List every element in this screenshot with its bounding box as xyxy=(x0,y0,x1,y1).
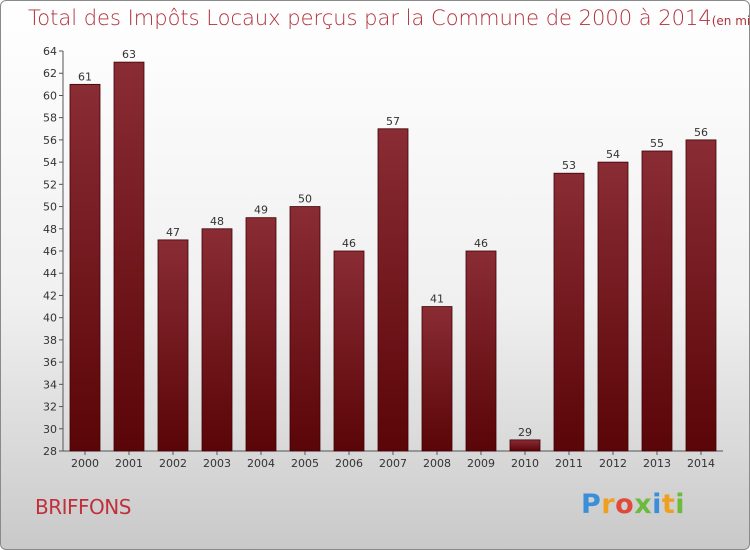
x-tick-label: 2013 xyxy=(643,457,671,470)
bar-2012 xyxy=(597,161,629,452)
logo-letter: t xyxy=(661,489,676,520)
data-label: 63 xyxy=(122,48,136,61)
x-tick-label: 2001 xyxy=(115,457,143,470)
bar-2008 xyxy=(421,306,453,452)
chart-title: Total des Impôts Locaux perçus par la Co… xyxy=(28,6,750,30)
data-label: 50 xyxy=(298,193,312,206)
data-label: 46 xyxy=(342,237,356,250)
logo-letter: r xyxy=(601,489,616,520)
bar-2000 xyxy=(69,83,101,452)
x-tick-label: 2012 xyxy=(599,457,627,470)
y-tick-label: 34 xyxy=(43,378,57,391)
y-tick-label: 64 xyxy=(43,45,57,58)
data-label: 57 xyxy=(386,115,400,128)
y-tick-label: 28 xyxy=(43,445,57,458)
bar-2011 xyxy=(553,172,585,452)
y-tick-label: 54 xyxy=(43,156,57,169)
bar-2004 xyxy=(245,217,277,452)
y-tick-label: 56 xyxy=(43,134,57,147)
x-tick-label: 2003 xyxy=(203,457,231,470)
x-tick-label: 2000 xyxy=(71,457,99,470)
y-tick-label: 60 xyxy=(43,89,57,102)
bar-2006 xyxy=(333,250,365,452)
data-label: 46 xyxy=(474,237,488,250)
y-tick-label: 46 xyxy=(43,245,57,258)
bar-2002 xyxy=(157,239,189,452)
bar-2007 xyxy=(377,128,409,452)
x-tick-label: 2006 xyxy=(335,457,363,470)
data-label: 29 xyxy=(518,426,532,439)
y-tick-label: 42 xyxy=(43,289,57,302)
bar-2005 xyxy=(289,206,321,452)
logo-letter: i xyxy=(675,489,686,520)
data-label: 53 xyxy=(562,159,576,172)
y-tick-label: 52 xyxy=(43,178,57,191)
data-label: 61 xyxy=(78,70,92,83)
y-tick-label: 62 xyxy=(43,67,57,80)
bar-2013 xyxy=(641,150,673,452)
y-tick-label: 30 xyxy=(43,423,57,436)
data-label: 55 xyxy=(650,137,664,150)
data-label: 54 xyxy=(606,148,620,161)
bar-2014 xyxy=(685,139,717,452)
x-tick-label: 2007 xyxy=(379,457,407,470)
y-tick-label: 38 xyxy=(43,334,57,347)
logo-letter: o xyxy=(615,489,635,520)
chart-title-text: Total des Impôts Locaux perçus par la Co… xyxy=(28,6,712,30)
bar-2010 xyxy=(509,439,541,452)
data-label: 41 xyxy=(430,293,444,306)
data-label: 49 xyxy=(254,204,268,217)
bar-2009 xyxy=(465,250,497,452)
y-tick-label: 50 xyxy=(43,201,57,214)
data-label: 48 xyxy=(210,215,224,228)
y-tick-label: 48 xyxy=(43,223,57,236)
y-tick-label: 40 xyxy=(43,312,57,325)
logo-letter: i xyxy=(652,489,662,520)
x-tick-label: 2004 xyxy=(247,457,275,470)
x-tick-label: 2005 xyxy=(291,457,319,470)
y-tick-label: 32 xyxy=(43,401,57,414)
y-tick-label: 44 xyxy=(43,267,57,280)
data-label: 47 xyxy=(166,226,180,239)
x-tick-label: 2008 xyxy=(423,457,451,470)
logo-letter: x xyxy=(634,489,653,520)
chart-unit-label: (en milliers d'€) xyxy=(711,14,750,28)
bar-2001 xyxy=(113,61,145,452)
logo-letter: P xyxy=(581,489,602,520)
y-tick-label: 58 xyxy=(43,112,57,125)
x-tick-label: 2011 xyxy=(555,457,583,470)
x-tick-label: 2014 xyxy=(687,457,715,470)
x-tick-label: 2002 xyxy=(159,457,187,470)
y-tick-label: 36 xyxy=(43,356,57,369)
proxiti-logo: Proxiti xyxy=(581,489,685,520)
commune-name: BRIFFONS xyxy=(35,495,131,519)
data-label: 56 xyxy=(694,126,708,139)
x-tick-label: 2010 xyxy=(511,457,539,470)
x-tick-label: 2009 xyxy=(467,457,495,470)
bar-2003 xyxy=(201,228,233,452)
